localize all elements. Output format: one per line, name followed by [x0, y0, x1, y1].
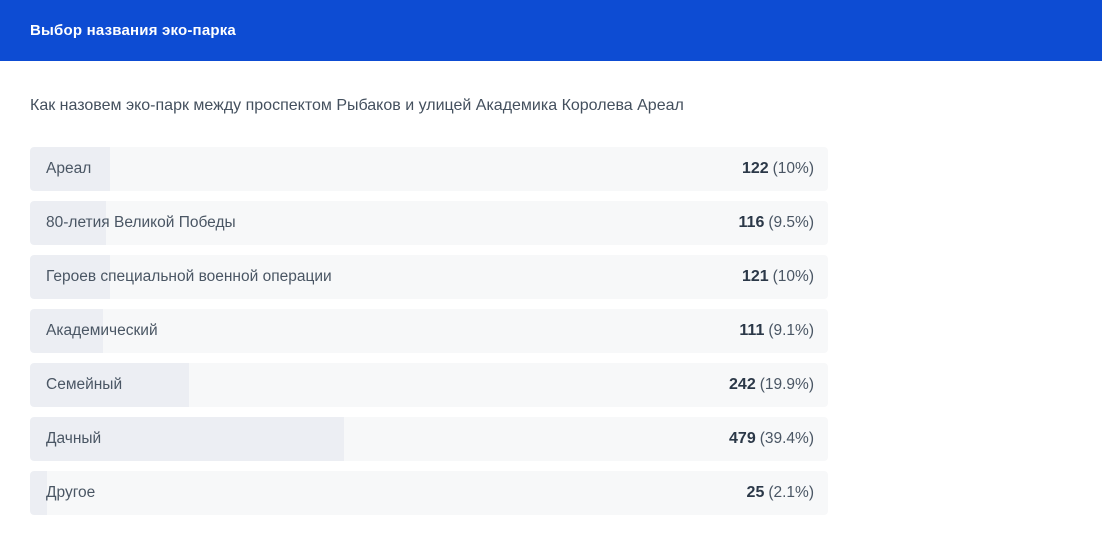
poll-option-bar — [30, 309, 103, 353]
poll-option-label: Академический — [46, 322, 158, 339]
poll-option-row: Героев специальной военной операции 121(… — [30, 255, 828, 299]
poll-option-percent: (39.4%) — [759, 430, 814, 447]
poll-question: Как назовем эко-парк между проспектом Ры… — [30, 97, 684, 114]
poll-option-bar — [30, 147, 110, 191]
poll-option-row: Другое 25 (2.1%) — [30, 471, 828, 515]
poll-option-bar — [30, 363, 189, 407]
poll-option-label: Семейный — [46, 376, 123, 393]
poll-option-bar — [30, 471, 47, 515]
poll-option-row: 80-летия Великой Победы 116 (9.5%) — [30, 201, 828, 245]
window-title-bar: Выбор названия эко-парка — [0, 0, 1102, 61]
poll-option-result: 242 (19.9%) — [729, 376, 814, 394]
poll-option-count: 111 — [739, 322, 765, 339]
poll-option-percent: (2.1%) — [768, 484, 814, 501]
poll-option-label: Ареал — [46, 160, 92, 177]
poll-option-result: 121 (10%) — [742, 268, 814, 286]
poll-option-count: 242 — [729, 376, 756, 393]
poll-results-panel: Как назовем эко-парк между проспектом Ры… — [0, 96, 1102, 515]
poll-option-result: 25 (2.1%) — [747, 484, 814, 502]
poll-option-row: Семейный 242 (19.9%) — [30, 363, 828, 407]
poll-option-result: 479 (39.4%) — [729, 430, 814, 448]
poll-option-label: Дачный — [46, 430, 102, 447]
poll-option-result: 122 (10%) — [742, 160, 814, 178]
poll-option-percent: (9.5%) — [768, 214, 814, 231]
poll-options-list: Ареал 122 (10%) 80-летия Великой Победы 1… — [30, 147, 828, 515]
poll-option-row: Дачный 479 (39.4%) — [30, 417, 828, 461]
poll-option-percent: (10%) — [772, 160, 814, 177]
page-title: Выбор названия эко-парка — [30, 22, 236, 39]
poll-option-bar — [30, 255, 110, 299]
poll-option-percent: (10%) — [772, 268, 814, 285]
poll-option-count: 116 — [738, 214, 765, 231]
poll-option-label: Героев специальной военной операции — [46, 268, 332, 285]
poll-option-percent: (19.9%) — [759, 376, 814, 393]
poll-option-row: Ареал 122 (10%) — [30, 147, 828, 191]
poll-option-count: 479 — [729, 430, 756, 447]
poll-option-bar — [30, 417, 345, 461]
poll-option-count: 122 — [741, 160, 769, 177]
poll-option-label: 80-летия Великой Победы — [46, 214, 236, 231]
poll-option-result: 111 (9.1%) — [739, 322, 814, 340]
poll-option-label: Другое — [46, 484, 96, 501]
poll-option-count: 121 — [741, 268, 769, 285]
poll-option-result: 116 (9.5%) — [739, 214, 814, 232]
poll-option-row: Академический 111 (9.1%) — [30, 309, 828, 353]
poll-option-bar — [30, 201, 106, 245]
poll-option-percent: (9.1%) — [768, 322, 814, 339]
poll-option-count: 25 — [746, 484, 765, 501]
